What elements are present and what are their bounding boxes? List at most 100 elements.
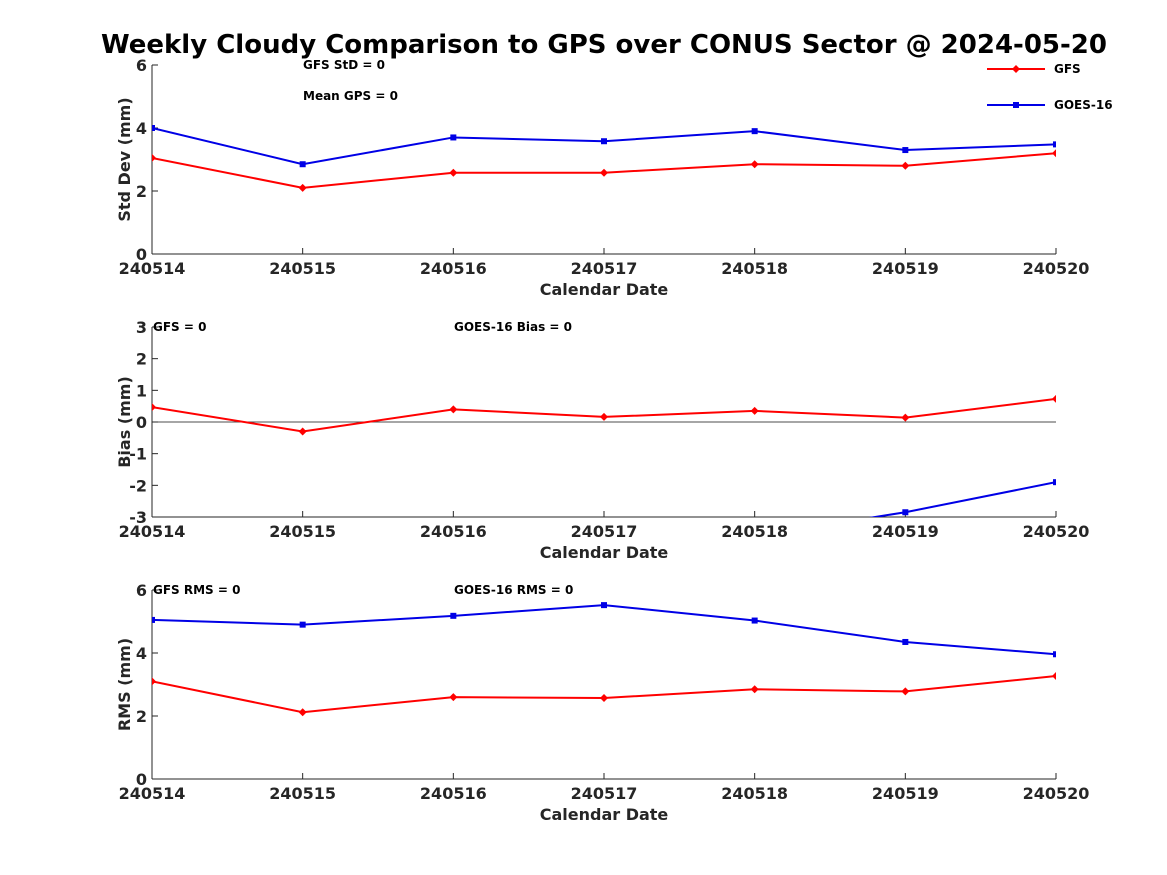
panel-1: 0 2 4 6 240514 240515 240516 240517 240518 240519…	[115, 56, 1089, 299]
y-tick-label: 6	[136, 56, 147, 75]
legend-label: GOES-16	[1054, 98, 1113, 112]
data-point	[298, 427, 307, 436]
x-axis-label: Calendar Date	[540, 805, 669, 824]
y-axis-label: Bias (mm)	[115, 376, 134, 468]
x-tick-label: 240520	[1023, 522, 1090, 541]
x-tick-label: 240514	[119, 522, 186, 541]
data-point	[298, 183, 307, 192]
y-tick-label: 0	[136, 245, 147, 264]
data-point	[750, 406, 759, 415]
y-tick-label: 1	[136, 381, 147, 400]
data-point	[152, 153, 156, 162]
x-tick-label: 240518	[721, 259, 788, 278]
data-point	[901, 161, 910, 170]
data-point	[449, 168, 458, 177]
x-tick-label: 240514	[119, 259, 186, 278]
data-point	[298, 708, 307, 717]
data-point	[152, 403, 156, 412]
data-point	[1052, 394, 1056, 403]
data-point	[600, 694, 608, 703]
data-point	[299, 161, 306, 168]
figure-title: Weekly Cloudy Comparison to GPS over CON…	[101, 30, 1107, 60]
data-point	[1052, 671, 1056, 680]
data-point	[750, 160, 759, 169]
x-tick-label: 240519	[872, 522, 939, 541]
series-gfs	[152, 394, 1056, 436]
data-point	[450, 612, 457, 619]
legend-marker	[1012, 65, 1020, 73]
annotation: GFS StD = 0	[303, 58, 385, 72]
legend-label: GFS	[1054, 62, 1081, 76]
x-tick-label: 240520	[1023, 784, 1090, 803]
series-goes-16	[152, 125, 1056, 168]
annotation: GFS RMS = 0	[153, 583, 240, 597]
legend-entry: GOES-16	[987, 98, 1113, 112]
data-point	[902, 147, 909, 154]
data-point	[152, 677, 156, 686]
series-goes-16	[868, 479, 1056, 517]
data-point	[600, 168, 608, 177]
x-axis-label: Calendar Date	[540, 543, 669, 562]
data-point	[299, 621, 306, 628]
annotation: GOES-16 RMS = 0	[454, 583, 573, 597]
annotation: GOES-16 Bias = 0	[454, 320, 572, 334]
y-tick-label: 0	[136, 413, 147, 432]
x-axis-label: Calendar Date	[540, 280, 669, 299]
x-tick-label: 240515	[269, 522, 336, 541]
data-point	[1053, 141, 1056, 148]
panels: 0 2 4 6 240514 240515 240516 240517 240518 240519…	[115, 56, 1089, 824]
data-point	[601, 138, 607, 145]
x-tick-label: 240515	[269, 259, 336, 278]
data-point	[449, 405, 458, 414]
series-gfs	[152, 671, 1056, 717]
data-point	[751, 128, 758, 135]
data-point	[152, 125, 155, 131]
panel-3: 0 2 4 6 240514 240515 240516 240517 240518 240519…	[115, 581, 1089, 824]
x-tick-label: 240516	[420, 784, 487, 803]
legend: GFS GOES-16	[987, 62, 1113, 112]
y-axis-label: RMS (mm)	[115, 638, 134, 731]
x-tick-label: 240517	[571, 784, 638, 803]
y-tick-label: 3	[136, 318, 147, 337]
y-axis-label: Std Dev (mm)	[115, 97, 134, 221]
data-point	[902, 509, 909, 516]
x-tick-label: 240516	[420, 259, 487, 278]
y-tick-label: 2	[136, 182, 147, 201]
y-tick-label: 2	[136, 350, 147, 369]
data-point	[751, 617, 758, 624]
series-goes-16	[152, 602, 1056, 658]
data-point	[901, 687, 910, 696]
y-tick-label: 4	[136, 119, 147, 138]
x-tick-label: 240519	[872, 259, 939, 278]
x-tick-label: 240518	[721, 784, 788, 803]
y-tick-label: 0	[136, 770, 147, 789]
data-point	[449, 693, 458, 702]
x-tick-label: 240518	[721, 522, 788, 541]
panel-2: -3 -2 -1 0 1 2 3 240514 240515 240516 240517 240518…	[115, 318, 1090, 562]
data-point	[750, 685, 759, 694]
data-point	[450, 134, 457, 141]
legend-marker	[1013, 102, 1019, 108]
y-tick-label: 4	[136, 644, 147, 663]
y-tick-label: -1	[129, 445, 147, 464]
y-tick-label: 2	[136, 707, 147, 726]
x-tick-label: 240517	[571, 259, 638, 278]
x-tick-label: 240515	[269, 784, 336, 803]
x-tick-label: 240520	[1023, 259, 1090, 278]
data-point	[1053, 479, 1056, 486]
data-point	[1053, 651, 1056, 658]
data-point	[152, 616, 155, 623]
series-gfs	[152, 149, 1056, 192]
x-tick-label: 240514	[119, 784, 186, 803]
data-point	[600, 412, 608, 421]
x-tick-label: 240519	[872, 784, 939, 803]
y-tick-label: 6	[136, 581, 147, 600]
data-point	[1052, 149, 1056, 158]
x-tick-label: 240517	[571, 522, 638, 541]
y-tick-label: -2	[129, 476, 147, 495]
x-tick-label: 240516	[420, 522, 487, 541]
annotation: GFS = 0	[153, 320, 206, 334]
data-point	[601, 602, 607, 609]
